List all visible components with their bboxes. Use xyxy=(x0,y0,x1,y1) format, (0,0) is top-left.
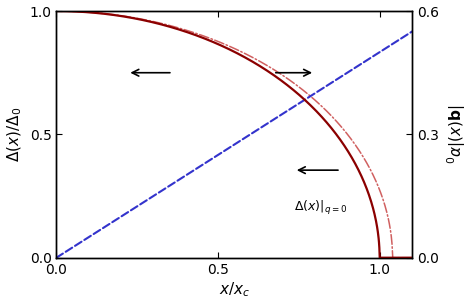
Text: $\Delta(x)|_{q=0}$: $\Delta(x)|_{q=0}$ xyxy=(294,199,347,217)
Y-axis label: $^0\alpha|(x)\mathbf{b}|$: $^0\alpha|(x)\mathbf{b}|$ xyxy=(446,105,468,164)
Y-axis label: $\Delta(x)/\Delta_0$: $\Delta(x)/\Delta_0$ xyxy=(6,107,24,162)
X-axis label: $x/x_c$: $x/x_c$ xyxy=(219,281,250,300)
